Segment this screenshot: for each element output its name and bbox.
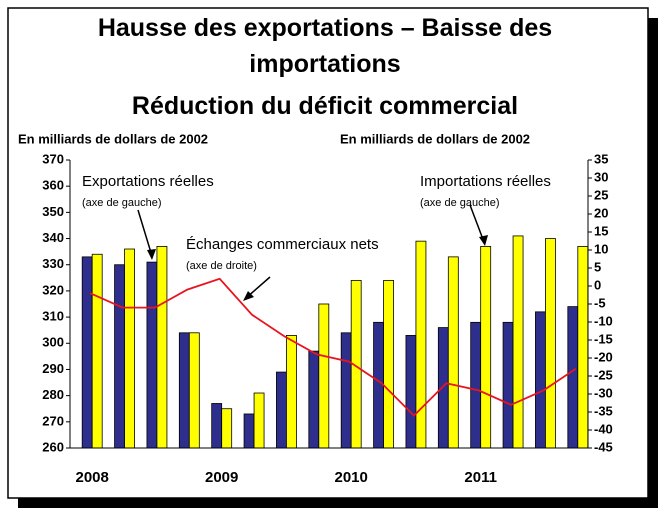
y2-axis-label: En milliards de dollars de 2002 bbox=[340, 131, 530, 146]
y2-tick-label: 30 bbox=[594, 169, 608, 184]
y2-tick-label: -5 bbox=[594, 295, 606, 310]
bar bbox=[253, 392, 265, 449]
annotation: Exportations réelles bbox=[82, 173, 214, 190]
bar bbox=[276, 371, 287, 449]
y2-tick-label: -45 bbox=[594, 439, 613, 454]
x-tick-label: 2009 bbox=[205, 469, 238, 486]
bar bbox=[188, 332, 200, 449]
bar bbox=[577, 245, 589, 449]
bar bbox=[383, 280, 394, 449]
line bbox=[89, 277, 577, 417]
x-tick-label: 2010 bbox=[335, 469, 368, 486]
y-tick-label: 300 bbox=[42, 335, 64, 350]
bar bbox=[318, 303, 330, 449]
y2-tick-label: -25 bbox=[594, 367, 613, 382]
annotation: (axe de gauche) bbox=[82, 197, 162, 209]
y-tick-label: 290 bbox=[42, 361, 64, 376]
y-tick-label: 270 bbox=[42, 413, 64, 428]
bar bbox=[415, 240, 427, 449]
bar bbox=[470, 321, 482, 449]
y-axis-label: En milliards de dollars de 2002 bbox=[18, 131, 208, 146]
bar bbox=[340, 332, 352, 449]
bar bbox=[512, 235, 524, 449]
bar bbox=[91, 253, 103, 449]
bar bbox=[243, 413, 255, 449]
y2-tick-label: -10 bbox=[594, 313, 613, 328]
chart-title: Hausse des exportations – Baisse des imp… bbox=[97, 14, 553, 78]
bar bbox=[447, 256, 459, 449]
bar bbox=[545, 238, 556, 449]
bar bbox=[308, 350, 320, 449]
y2-tick-label: -40 bbox=[594, 421, 613, 436]
arrow bbox=[137, 209, 153, 257]
bar bbox=[146, 261, 158, 449]
annotation: Échanges commerciaux nets bbox=[186, 236, 379, 253]
bar bbox=[114, 264, 125, 449]
annotation: (axe de gauche) bbox=[420, 197, 500, 209]
y2-tick-label: 15 bbox=[594, 223, 608, 238]
y2-tick-label: 25 bbox=[594, 187, 608, 202]
x-tick-label: 2011 bbox=[464, 469, 497, 486]
y-tick-label: 370 bbox=[42, 151, 64, 166]
bar bbox=[480, 245, 492, 449]
y-tick-label: 280 bbox=[42, 387, 64, 402]
bar bbox=[81, 256, 93, 449]
bar bbox=[286, 335, 297, 449]
bar bbox=[178, 332, 190, 449]
y-tick-label: 330 bbox=[42, 256, 64, 271]
y-tick-label: 320 bbox=[42, 282, 64, 297]
bar bbox=[211, 403, 223, 449]
bar bbox=[405, 335, 417, 449]
bar bbox=[124, 248, 135, 449]
plot: 260270280290300310320330340350360370-45-… bbox=[42, 151, 613, 486]
bar bbox=[221, 408, 233, 449]
y2-tick-label: -30 bbox=[594, 385, 613, 400]
y2-tick-label: 35 bbox=[594, 151, 608, 166]
y-tick-label: 340 bbox=[42, 230, 64, 245]
chart-subtitle: Réduction du déficit commercial bbox=[131, 92, 519, 120]
annotation: (axe de droite) bbox=[186, 260, 257, 272]
y2-tick-label: -35 bbox=[594, 403, 613, 418]
y-tick-label: 360 bbox=[42, 178, 64, 193]
bar bbox=[156, 245, 168, 449]
y-tick-label: 310 bbox=[42, 309, 64, 324]
y2-tick-label: 5 bbox=[594, 259, 601, 274]
y-tick-label: 260 bbox=[42, 439, 64, 454]
y2-tick-label: 20 bbox=[594, 205, 608, 220]
bar bbox=[373, 321, 384, 449]
y2-tick-label: -15 bbox=[594, 331, 613, 346]
bar bbox=[437, 327, 449, 449]
y-tick-label: 350 bbox=[42, 204, 64, 219]
bar bbox=[535, 311, 546, 449]
arrowhead bbox=[147, 249, 156, 260]
bar bbox=[567, 306, 579, 449]
y2-tick-label: -20 bbox=[594, 349, 613, 364]
bar bbox=[502, 321, 514, 449]
arrow bbox=[469, 204, 485, 243]
arrowhead bbox=[479, 235, 488, 246]
x-tick-label: 2008 bbox=[76, 469, 109, 486]
arrowhead bbox=[243, 291, 254, 301]
annotation: Importations réelles bbox=[420, 173, 551, 190]
y2-tick-label: 0 bbox=[594, 277, 601, 292]
y2-tick-label: 10 bbox=[594, 241, 608, 256]
